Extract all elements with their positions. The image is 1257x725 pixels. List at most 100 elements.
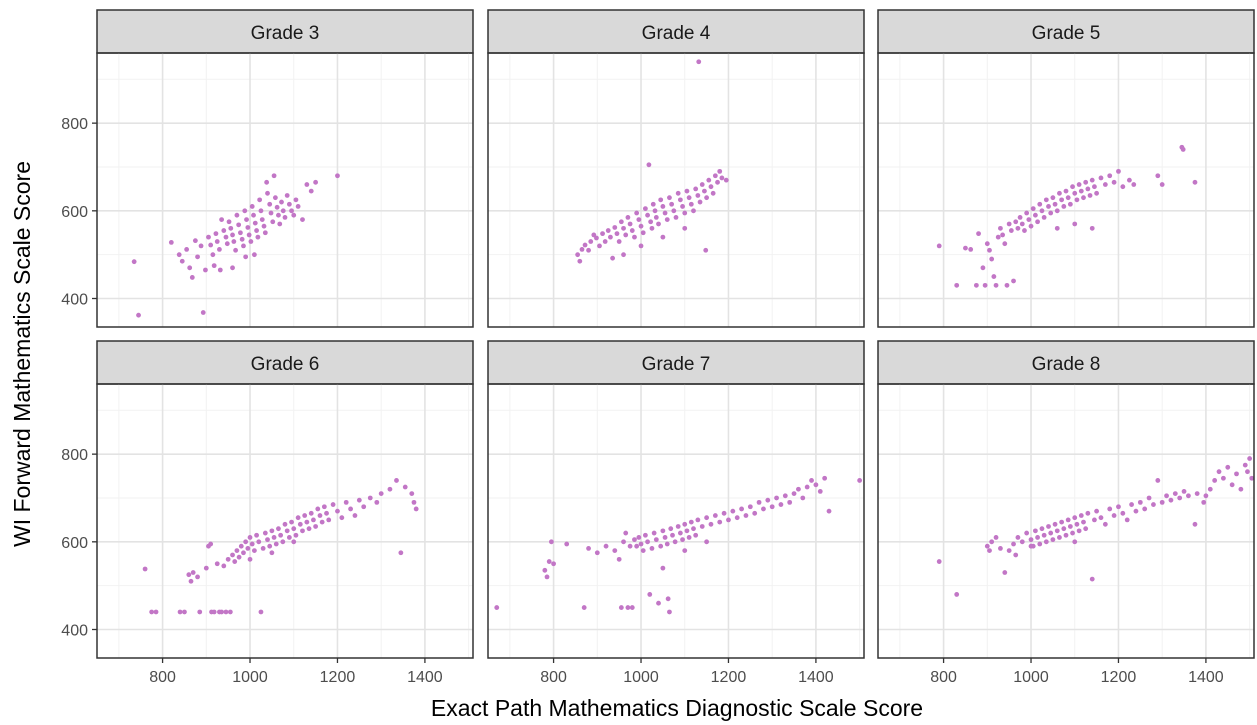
data-point bbox=[1059, 519, 1065, 525]
data-point bbox=[190, 570, 196, 575]
data-point bbox=[1168, 497, 1174, 503]
data-point bbox=[241, 243, 246, 249]
data-point bbox=[248, 239, 254, 244]
data-point bbox=[293, 197, 299, 203]
data-point bbox=[684, 188, 690, 194]
data-point bbox=[546, 559, 552, 564]
data-point bbox=[226, 219, 232, 225]
data-point bbox=[1059, 197, 1065, 203]
data-point bbox=[1028, 543, 1034, 549]
data-point bbox=[625, 215, 631, 220]
data-point bbox=[409, 491, 415, 496]
data-point bbox=[232, 559, 238, 564]
data-point bbox=[648, 219, 654, 225]
data-point bbox=[217, 247, 222, 252]
data-point bbox=[1065, 195, 1071, 201]
data-point bbox=[361, 504, 367, 510]
data-point bbox=[638, 541, 644, 547]
data-point bbox=[335, 508, 340, 514]
data-point bbox=[699, 182, 705, 187]
data-point bbox=[646, 162, 652, 168]
data-point bbox=[1220, 475, 1226, 481]
data-point bbox=[282, 215, 288, 220]
data-point bbox=[195, 254, 200, 260]
data-point bbox=[1046, 524, 1051, 529]
data-point bbox=[649, 546, 655, 551]
data-point bbox=[1089, 177, 1095, 183]
data-point bbox=[1035, 535, 1040, 540]
x-tick-label: 800 bbox=[149, 669, 176, 686]
data-point bbox=[1225, 464, 1231, 470]
data-point bbox=[1052, 201, 1058, 207]
data-point bbox=[265, 190, 270, 196]
data-point bbox=[264, 179, 270, 185]
data-point bbox=[662, 535, 668, 540]
data-point bbox=[1006, 548, 1012, 553]
data-point bbox=[1046, 204, 1051, 209]
data-point bbox=[984, 543, 990, 549]
data-point bbox=[636, 535, 642, 540]
data-point bbox=[621, 539, 626, 545]
data-point bbox=[817, 489, 823, 494]
data-point bbox=[752, 510, 758, 516]
data-point bbox=[1008, 228, 1014, 233]
data-point bbox=[671, 208, 677, 214]
data-point bbox=[256, 539, 262, 545]
data-point bbox=[594, 235, 599, 241]
data-point bbox=[1102, 182, 1108, 187]
data-point bbox=[304, 182, 310, 187]
data-point bbox=[1238, 486, 1244, 492]
data-point bbox=[1011, 278, 1016, 284]
data-point bbox=[989, 256, 995, 262]
data-point bbox=[712, 513, 718, 518]
data-point bbox=[221, 228, 227, 233]
data-point bbox=[774, 495, 779, 501]
y-tick-label: 800 bbox=[61, 447, 88, 464]
data-point bbox=[352, 513, 358, 518]
data-point bbox=[618, 219, 624, 225]
panel-grade-7: Grade 7 800 1000 1200 1400 bbox=[487, 340, 865, 686]
data-point bbox=[980, 265, 986, 271]
data-point bbox=[339, 515, 345, 521]
data-point bbox=[645, 539, 650, 545]
facet-title: Grade 7 bbox=[642, 354, 711, 375]
data-point bbox=[230, 232, 235, 238]
data-point bbox=[968, 247, 974, 252]
data-point bbox=[998, 546, 1003, 551]
data-point bbox=[954, 592, 960, 597]
panel-border bbox=[487, 52, 865, 328]
data-point bbox=[649, 225, 655, 231]
data-point bbox=[295, 515, 301, 521]
data-point bbox=[179, 258, 185, 264]
data-point bbox=[247, 535, 253, 540]
data-point bbox=[1074, 197, 1080, 203]
data-point bbox=[782, 493, 788, 499]
data-point bbox=[677, 197, 683, 203]
data-point bbox=[686, 535, 692, 540]
data-point bbox=[706, 177, 712, 183]
data-point bbox=[272, 195, 278, 201]
data-point bbox=[302, 513, 308, 518]
data-point bbox=[597, 243, 602, 249]
data-point bbox=[1019, 539, 1025, 545]
data-point bbox=[936, 243, 942, 249]
data-point bbox=[575, 252, 581, 258]
data-point bbox=[317, 513, 323, 518]
x-tick-label: 1000 bbox=[623, 669, 659, 686]
data-point bbox=[258, 609, 264, 615]
data-point bbox=[1094, 508, 1100, 514]
data-point bbox=[586, 247, 591, 253]
data-point bbox=[1155, 173, 1161, 179]
data-point bbox=[1035, 219, 1040, 225]
data-point bbox=[1083, 179, 1089, 185]
data-point bbox=[269, 528, 275, 534]
facet-title: Grade 5 bbox=[1032, 23, 1101, 44]
y-tick-label: 400 bbox=[61, 623, 88, 640]
data-point bbox=[1249, 475, 1255, 481]
data-point bbox=[1057, 535, 1062, 540]
data-point bbox=[330, 502, 336, 507]
data-point bbox=[251, 548, 257, 553]
data-point bbox=[313, 179, 319, 185]
data-point bbox=[993, 535, 999, 540]
data-point bbox=[756, 499, 762, 505]
